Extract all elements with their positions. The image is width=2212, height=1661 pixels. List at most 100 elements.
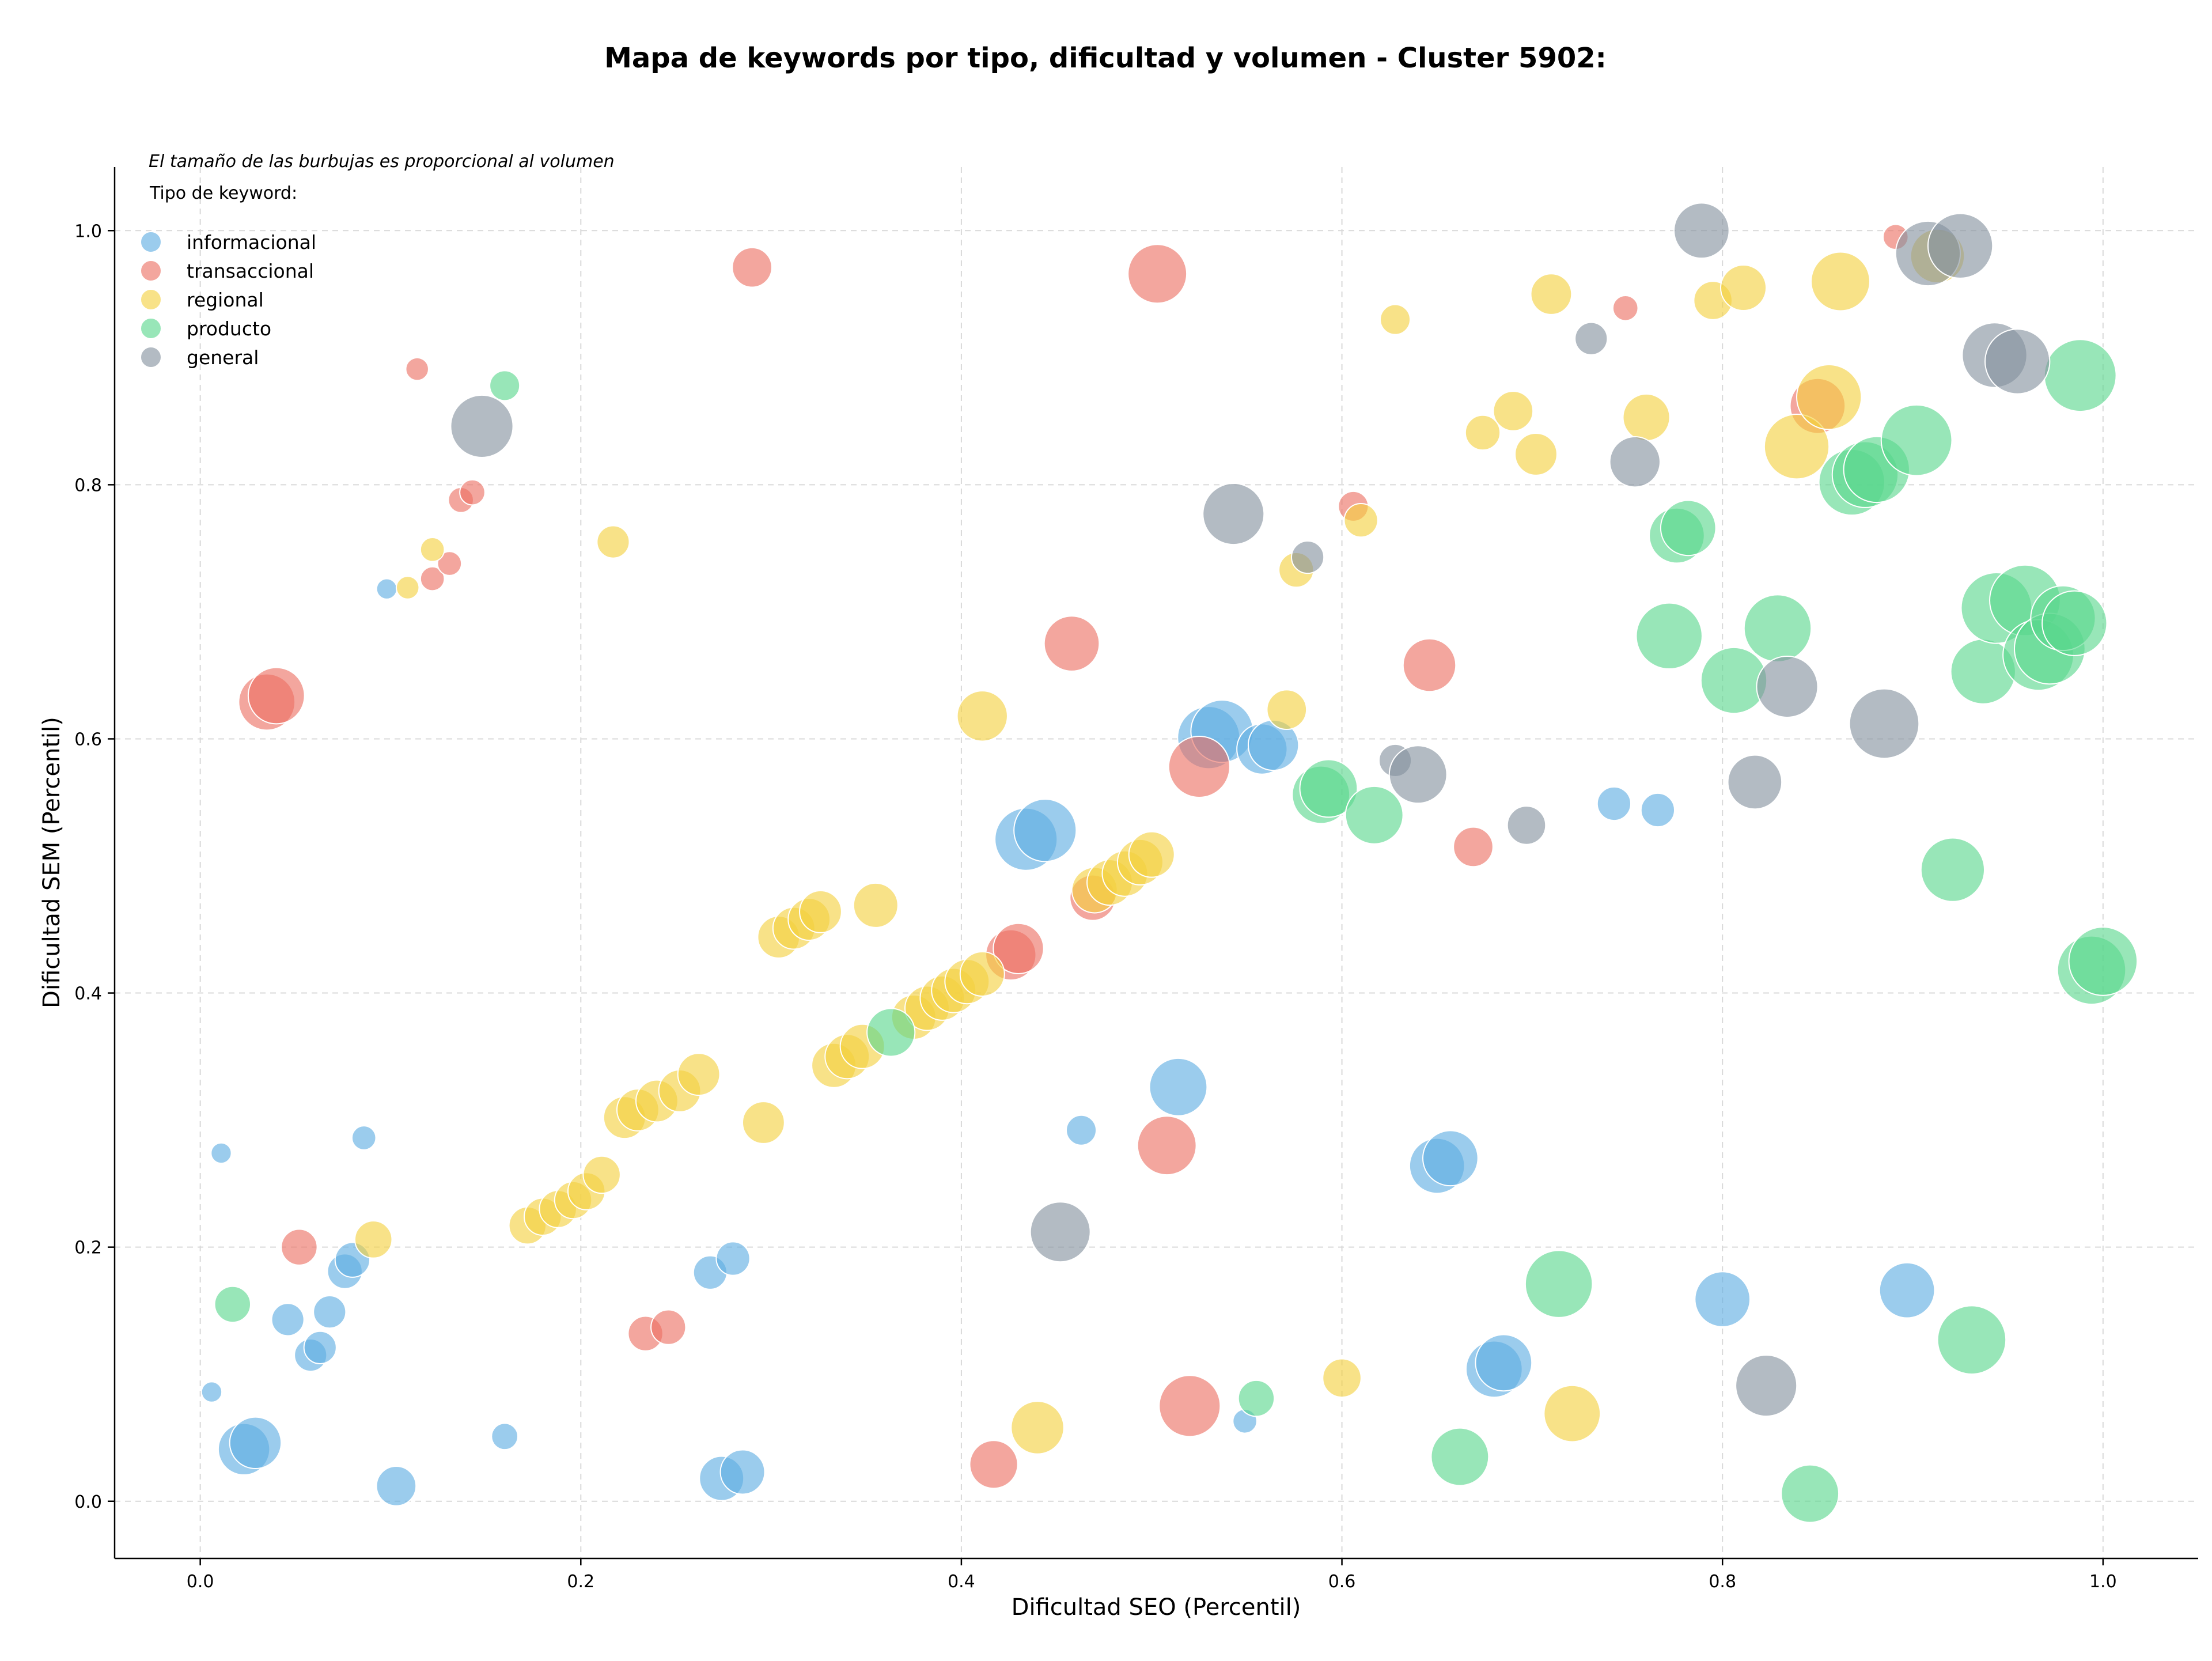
bubble-informacional xyxy=(1149,1057,1208,1117)
legend-item-regional: regional xyxy=(140,289,264,311)
bubble-regional xyxy=(1010,1401,1065,1455)
bubble-informacional xyxy=(1694,1271,1751,1327)
bubble-regional xyxy=(956,690,1008,742)
bubble-informacional xyxy=(351,1125,377,1151)
series-general xyxy=(450,202,2051,1417)
legend: informacional transaccional regional produc… xyxy=(140,231,316,369)
bubble-regional xyxy=(596,525,630,559)
bubble-transaccional xyxy=(1612,294,1639,321)
legend-label: general xyxy=(187,346,259,369)
grid xyxy=(115,167,2198,1558)
bubble-regional xyxy=(799,890,842,933)
bubble-transaccional xyxy=(419,566,445,592)
y-axis-label: Dificultad SEM (Percentil) xyxy=(39,717,65,1008)
bubble-producto xyxy=(1880,404,1953,476)
bubble-informacional xyxy=(376,578,398,600)
bubble-general xyxy=(1927,213,1994,279)
bubble-producto xyxy=(866,1008,916,1057)
bubble-producto xyxy=(1743,594,1812,663)
bubble-regional xyxy=(1128,831,1175,878)
bubble-regional xyxy=(853,882,899,928)
bubble-producto xyxy=(1781,1464,1840,1523)
bubble-general xyxy=(1735,1354,1798,1417)
bubble-transaccional xyxy=(1158,1375,1221,1437)
bubble-transaccional xyxy=(969,1440,1018,1489)
bubble-regional xyxy=(1796,364,1862,430)
legend-title: Tipo de keyword: xyxy=(149,183,297,203)
bubble-informacional xyxy=(200,1381,223,1403)
bubble-transaccional xyxy=(1402,638,1457,693)
x-tick-label: 1.0 xyxy=(2089,1572,2117,1592)
bubble-regional xyxy=(1380,304,1411,335)
bubble-general xyxy=(450,394,514,458)
bubble-transaccional xyxy=(1043,615,1100,672)
bubble-regional xyxy=(419,537,445,562)
bubble-producto xyxy=(489,370,521,402)
bubble-transaccional xyxy=(1168,735,1230,799)
bubble-producto xyxy=(2068,926,2138,996)
bubble-informacional xyxy=(1596,786,1632,822)
bubble-informacional xyxy=(1878,1262,1936,1319)
y-tick-label: 0.8 xyxy=(74,475,102,495)
bubble-informacional xyxy=(1013,799,1077,862)
bubble-regional xyxy=(1464,414,1501,451)
y-tick-label: 0.4 xyxy=(74,984,102,1004)
series-informacional xyxy=(200,578,1936,1507)
bubble-regional xyxy=(395,576,420,600)
bubble-general xyxy=(1574,321,1608,355)
bubble-informacional xyxy=(491,1422,519,1451)
bubble-general xyxy=(1291,540,1325,574)
bubble-informacional xyxy=(210,1142,232,1164)
bubble-informacional xyxy=(271,1303,305,1337)
bubble-informacional xyxy=(715,1241,751,1276)
legend-item-producto: producto xyxy=(140,317,271,340)
bubble-regional xyxy=(1622,393,1671,442)
bubble-transaccional xyxy=(1137,1115,1197,1176)
legend-marker xyxy=(140,346,162,368)
bubble-producto xyxy=(1920,837,1986,902)
x-axis-label: Dificultad SEO (Percentil) xyxy=(1012,1594,1301,1621)
series-regional xyxy=(354,228,1965,1455)
bubble-informacional xyxy=(313,1295,347,1329)
bubble-general xyxy=(1609,436,1661,488)
bubble-general xyxy=(1849,688,1920,759)
bubble-regional xyxy=(677,1053,721,1096)
bubble-general xyxy=(1506,805,1547,845)
bubble-general xyxy=(1202,483,1265,546)
bubble-producto xyxy=(2043,339,2117,413)
x-axis-ticks: 0.0 0.2 0.4 0.6 0.8 1.0 xyxy=(187,1558,2117,1592)
y-tick-label: 0.2 xyxy=(74,1238,102,1258)
bubble-regional xyxy=(354,1220,393,1259)
y-tick-label: 1.0 xyxy=(74,221,102,241)
legend-label: producto xyxy=(187,317,271,340)
bubble-regional xyxy=(1322,1358,1362,1398)
bubble-general xyxy=(1029,1201,1091,1263)
bubble-transaccional xyxy=(405,357,429,381)
bubble-informacional xyxy=(303,1330,337,1364)
bubble-regional xyxy=(1514,433,1558,476)
bubble-regional xyxy=(741,1101,785,1144)
bubble-producto xyxy=(1635,602,1703,670)
bubble-regional xyxy=(1763,414,1830,480)
bubble-general xyxy=(1984,328,2051,395)
y-tick-label: 0.6 xyxy=(74,729,102,750)
bubble-informacional xyxy=(1475,1334,1533,1392)
series-producto xyxy=(214,339,2138,1523)
bubble-producto xyxy=(214,1285,251,1323)
bubble-transaccional xyxy=(459,479,486,506)
bubble-transaccional xyxy=(247,667,305,725)
legend-marker xyxy=(140,231,162,253)
bubble-transaccional xyxy=(1453,826,1494,868)
bubble-producto xyxy=(1937,1305,2007,1375)
bubble-transaccional xyxy=(993,922,1044,975)
bubble-producto xyxy=(1299,759,1358,818)
bubble-transaccional xyxy=(650,1309,687,1345)
bubble-general xyxy=(1673,202,1730,259)
legend-label: informacional xyxy=(187,231,316,253)
bubble-informacional xyxy=(719,1449,766,1495)
bubble-producto xyxy=(1430,1427,1490,1486)
bubble-informacional xyxy=(1422,1130,1479,1187)
chart-title: Mapa de keywords por tipo, dificultad y … xyxy=(604,42,1607,74)
bubble-informacional xyxy=(376,1465,417,1507)
bubble-regional xyxy=(1810,251,1870,312)
